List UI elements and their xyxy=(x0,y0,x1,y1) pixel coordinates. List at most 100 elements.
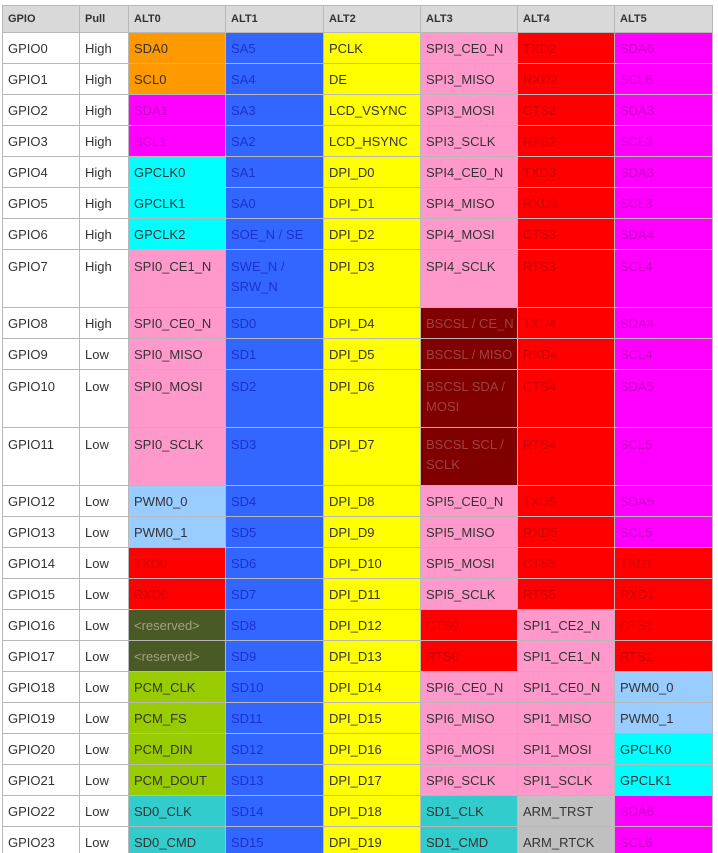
gpio-name-cell: GPIO5 xyxy=(2,187,80,219)
alt3-function-cell: BSCSL / CE_N xyxy=(420,307,518,339)
pull-cell: High xyxy=(79,249,129,308)
alt3-function-cell: RTS0 xyxy=(420,640,518,672)
column-header-alt0: ALT0 xyxy=(128,5,226,33)
alt1-function-cell: SD6 xyxy=(225,547,324,579)
alt2-function-cell: DPI_D12 xyxy=(323,609,421,641)
alt2-function-cell: DPI_D14 xyxy=(323,671,421,703)
pull-cell: Low xyxy=(79,427,129,486)
alt0-function-cell: SDA0 xyxy=(128,32,226,64)
pull-cell: Low xyxy=(79,640,129,672)
pull-cell: High xyxy=(79,63,129,95)
table-row: GPIO0 High SDA0 SA5 PCLK SPI3_CE0_N TXD2 SDA6 xyxy=(2,32,713,64)
pull-cell: High xyxy=(79,187,129,219)
alt1-function-cell: SD0 xyxy=(225,307,324,339)
alt2-function-cell: DPI_D16 xyxy=(323,733,421,765)
alt5-function-cell: SCL5 xyxy=(614,516,713,548)
alt2-function-cell: DPI_D3 xyxy=(323,249,421,308)
alt4-function-cell: SPI1_MOSI xyxy=(517,733,615,765)
pull-cell: Low xyxy=(79,338,129,370)
alt2-function-cell: DPI_D17 xyxy=(323,764,421,796)
alt1-function-cell: SD11 xyxy=(225,702,324,734)
alt2-function-cell: DPI_D6 xyxy=(323,369,421,428)
table-row: GPIO20 Low PCM_DIN SD12 DPI_D16 SPI6_MOSI SPI1… xyxy=(2,733,713,765)
alt0-function-cell: SD0_CLK xyxy=(128,795,226,827)
alt2-function-cell: DPI_D2 xyxy=(323,218,421,250)
alt1-function-cell: SA5 xyxy=(225,32,324,64)
table-row: GPIO4 High GPCLK0 SA1 DPI_D0 SPI4_CE0_N TXD3 SD… xyxy=(2,156,713,188)
alt4-function-cell: SPI1_CE1_N xyxy=(517,640,615,672)
alt2-function-cell: DE xyxy=(323,63,421,95)
alt1-function-cell: SA0 xyxy=(225,187,324,219)
alt0-function-cell: SPI0_CE0_N xyxy=(128,307,226,339)
alt5-function-cell: SDA5 xyxy=(614,485,713,517)
alt2-function-cell: DPI_D13 xyxy=(323,640,421,672)
alt4-function-cell: RTS2 xyxy=(517,125,615,157)
alt1-function-cell: SD4 xyxy=(225,485,324,517)
alt3-function-cell: BSCSL SDA / MOSI xyxy=(420,369,518,428)
gpio-name-cell: GPIO4 xyxy=(2,156,80,188)
pull-cell: Low xyxy=(79,609,129,641)
table-row: GPIO2 High SDA1 SA3 LCD_VSYNC SPI3_MOSI CTS2 SD… xyxy=(2,94,713,126)
alt5-function-cell: SCL4 xyxy=(614,249,713,308)
alt4-function-cell: SPI1_SCLK xyxy=(517,764,615,796)
alt5-function-cell: SCL6 xyxy=(614,63,713,95)
alt3-function-cell: SPI4_MOSI xyxy=(420,218,518,250)
alt0-function-cell: SDA1 xyxy=(128,94,226,126)
alt5-function-cell: SCL5 xyxy=(614,427,713,486)
alt4-function-cell: RXD5 xyxy=(517,516,615,548)
column-header-pull: Pull xyxy=(79,5,129,33)
alt3-function-cell: SPI6_MISO xyxy=(420,702,518,734)
pull-cell: Low xyxy=(79,516,129,548)
alt0-function-cell: SPI0_SCLK xyxy=(128,427,226,486)
table-row: GPIO15 Low RXD0 SD7 DPI_D11 SPI5_SCLK RTS5 RXD1 xyxy=(2,578,713,610)
alt4-function-cell: CTS4 xyxy=(517,369,615,428)
gpio-name-cell: GPIO23 xyxy=(2,826,80,853)
pull-cell: Low xyxy=(79,764,129,796)
alt5-function-cell: RTS1 xyxy=(614,640,713,672)
pull-cell: High xyxy=(79,94,129,126)
alt1-function-cell: SA1 xyxy=(225,156,324,188)
alt5-function-cell: SCL3 xyxy=(614,187,713,219)
alt0-function-cell: RXD0 xyxy=(128,578,226,610)
alt1-function-cell: SD15 xyxy=(225,826,324,853)
pull-cell: Low xyxy=(79,547,129,579)
alt2-function-cell: DPI_D4 xyxy=(323,307,421,339)
gpio-name-cell: GPIO0 xyxy=(2,32,80,64)
gpio-name-cell: GPIO3 xyxy=(2,125,80,157)
alt0-function-cell: SPI0_MOSI xyxy=(128,369,226,428)
gpio-name-cell: GPIO7 xyxy=(2,249,80,308)
table-row: GPIO9 Low SPI0_MISO SD1 DPI_D5 BSCSL / MISO RX… xyxy=(2,338,713,370)
alt5-function-cell: GPCLK1 xyxy=(614,764,713,796)
alt0-function-cell: <reserved> xyxy=(128,609,226,641)
alt3-function-cell: SPI5_MOSI xyxy=(420,547,518,579)
alt3-function-cell: SD1_CLK xyxy=(420,795,518,827)
alt2-function-cell: DPI_D11 xyxy=(323,578,421,610)
alt1-function-cell: SD1 xyxy=(225,338,324,370)
alt4-function-cell: CTS2 xyxy=(517,94,615,126)
table-row: GPIO16 Low <reserved> SD8 DPI_D12 CTS0 SPI1_CE… xyxy=(2,609,713,641)
header-row: GPIO Pull ALT0 ALT1 ALT2 ALT3 ALT4 ALT5 xyxy=(2,5,713,33)
table-row: GPIO11 Low SPI0_SCLK SD3 DPI_D7 BSCSL SCL / S… xyxy=(2,427,713,486)
alt5-function-cell: SCL4 xyxy=(614,338,713,370)
alt2-function-cell: DPI_D18 xyxy=(323,795,421,827)
table-row: GPIO8 High SPI0_CE0_N SD0 DPI_D4 BSCSL / CE_N… xyxy=(2,307,713,339)
alt5-function-cell: RXD1 xyxy=(614,578,713,610)
alt3-function-cell: SPI3_MOSI xyxy=(420,94,518,126)
table-row: GPIO22 Low SD0_CLK SD14 DPI_D18 SD1_CLK ARM_TR… xyxy=(2,795,713,827)
alt4-function-cell: RXD4 xyxy=(517,338,615,370)
table-row: GPIO21 Low PCM_DOUT SD13 DPI_D17 SPI6_SCLK SPI… xyxy=(2,764,713,796)
table-row: GPIO1 High SCL0 SA4 DE SPI3_MISO RXD2 SCL6 xyxy=(2,63,713,95)
alt4-function-cell: TXD2 xyxy=(517,32,615,64)
table-row: GPIO6 High GPCLK2 SOE_N / SE DPI_D2 SPI4_MOSI… xyxy=(2,218,713,250)
alt0-function-cell: SPI0_MISO xyxy=(128,338,226,370)
alt4-function-cell: RTS4 xyxy=(517,427,615,486)
alt3-function-cell: SPI4_SCLK xyxy=(420,249,518,308)
alt0-function-cell: GPCLK0 xyxy=(128,156,226,188)
alt5-function-cell: PWM0_1 xyxy=(614,702,713,734)
alt2-function-cell: DPI_D0 xyxy=(323,156,421,188)
alt4-function-cell: ARM_TRST xyxy=(517,795,615,827)
alt0-function-cell: SCL1 xyxy=(128,125,226,157)
gpio-name-cell: GPIO19 xyxy=(2,702,80,734)
alt0-function-cell: PCM_CLK xyxy=(128,671,226,703)
alt1-function-cell: SD14 xyxy=(225,795,324,827)
